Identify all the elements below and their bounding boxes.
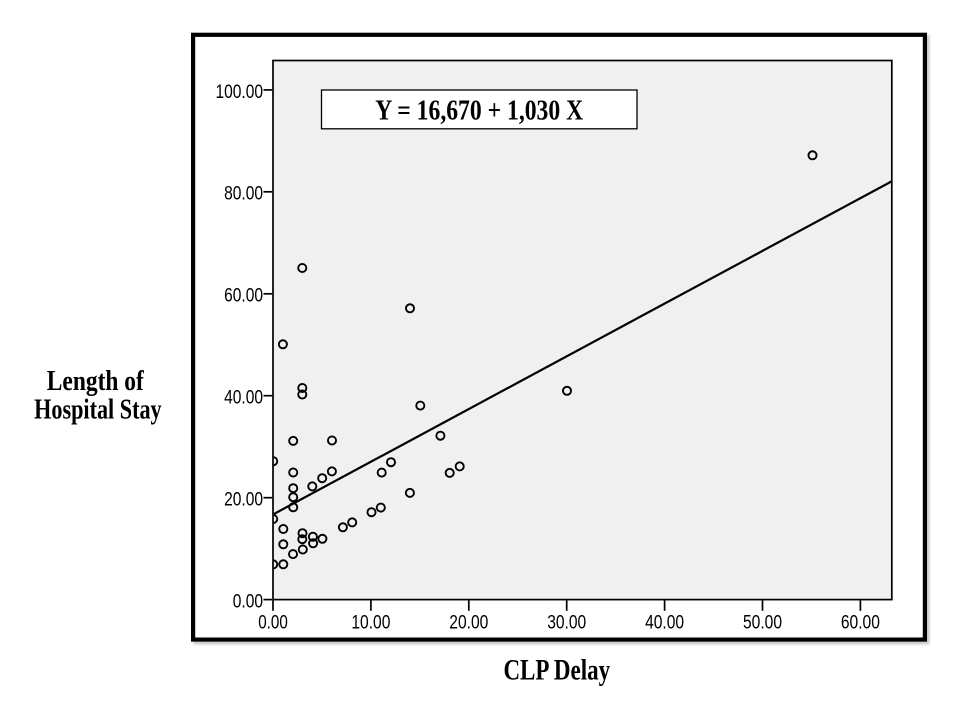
svg-text:40.00: 40.00 xyxy=(224,387,263,409)
svg-text:100.00: 100.00 xyxy=(216,81,264,103)
svg-text:80.00: 80.00 xyxy=(224,183,263,205)
svg-text:20.00: 20.00 xyxy=(449,612,488,634)
svg-text:Y = 16,670 + 1,030 X: Y = 16,670 + 1,030 X xyxy=(375,95,583,126)
svg-text:Length of: Length of xyxy=(47,365,144,397)
svg-text:50.00: 50.00 xyxy=(743,612,782,634)
svg-text:0.00: 0.00 xyxy=(233,591,263,613)
svg-text:0.00: 0.00 xyxy=(258,612,288,634)
svg-text:30.00: 30.00 xyxy=(547,612,586,634)
svg-text:10.00: 10.00 xyxy=(351,612,390,634)
svg-text:60.00: 60.00 xyxy=(841,612,880,634)
svg-text:Hospital Stay: Hospital Stay xyxy=(34,393,162,425)
svg-text:40.00: 40.00 xyxy=(645,612,684,634)
svg-text:20.00: 20.00 xyxy=(224,489,263,511)
svg-text:CLP Delay: CLP Delay xyxy=(503,654,610,687)
svg-text:60.00: 60.00 xyxy=(224,285,263,307)
